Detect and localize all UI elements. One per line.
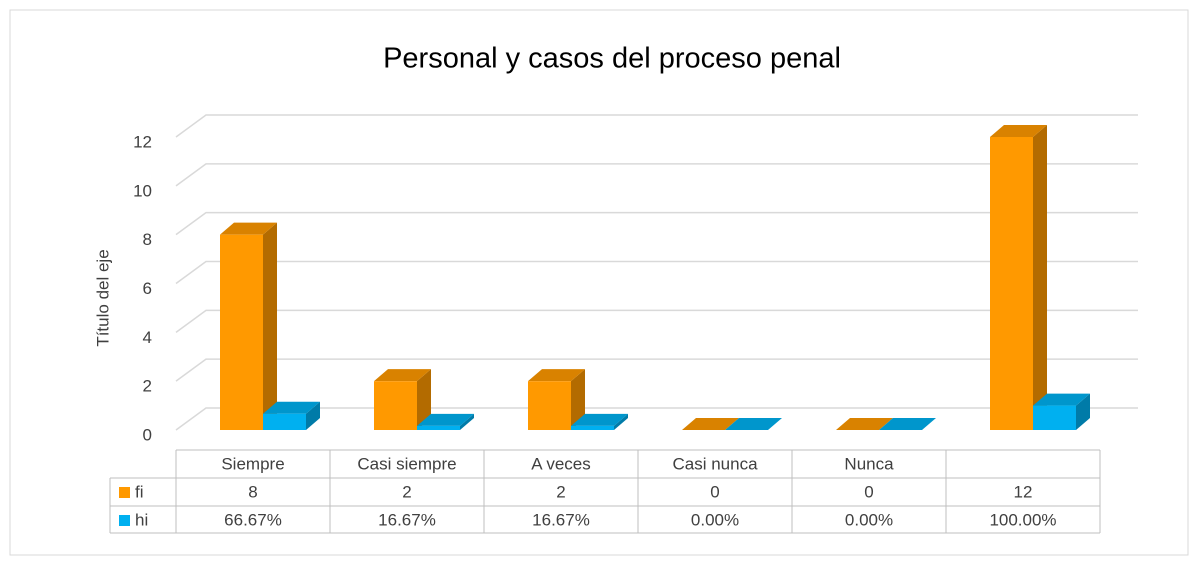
bar-side: [460, 413, 474, 430]
grid-line: [175, 211, 1138, 236]
bar-side: [1076, 393, 1090, 430]
bar: [990, 137, 1033, 430]
table-value: 100.00%: [989, 510, 1056, 529]
table-value: 0.00%: [691, 510, 739, 529]
y-tick-label: 4: [143, 328, 152, 347]
y-tick-label: 2: [143, 377, 152, 396]
bar-top: [374, 369, 431, 382]
bar-top: [879, 418, 936, 430]
bar: [1033, 405, 1076, 430]
bar: [571, 425, 614, 430]
y-tick-label: 10: [133, 181, 152, 200]
x-tick-label: Casi siempre: [357, 454, 456, 473]
legend-label: hi: [135, 510, 148, 529]
table-value: 12: [1014, 482, 1033, 501]
bar-side: [571, 369, 585, 430]
bar: [374, 381, 417, 430]
bar-top: [682, 418, 739, 430]
x-tick-label: Nunca: [844, 454, 894, 473]
bar-side: [1033, 125, 1047, 430]
y-tick-label: 8: [143, 230, 152, 249]
grid-line: [175, 260, 1138, 285]
table-value: 0: [710, 482, 719, 501]
x-tick-label: Siempre: [221, 454, 284, 473]
legend-swatch: [119, 487, 130, 498]
y-tick-label: 6: [143, 279, 152, 298]
x-tick-label: Casi nunca: [672, 454, 758, 473]
bar-top: [836, 418, 893, 430]
table-value: 0: [864, 482, 873, 501]
bar-top: [1033, 393, 1090, 406]
bar-top: [990, 125, 1047, 137]
table-value: 16.67%: [378, 510, 436, 529]
bar: [220, 234, 263, 430]
grid-line: [175, 407, 1138, 431]
grid-line: [175, 309, 1138, 333]
chart-title: Personal y casos del proceso penal: [383, 43, 841, 75]
table-value: 16.67%: [532, 510, 590, 529]
x-tick-label: A veces: [531, 454, 591, 473]
y-axis-title: Título del eje: [93, 249, 112, 346]
grid-line: [175, 163, 1138, 187]
bar: [263, 413, 306, 430]
table-value: 0.00%: [845, 510, 893, 529]
bar-side: [614, 413, 628, 430]
bar-top: [263, 401, 320, 414]
bar-top: [725, 418, 782, 430]
legend-swatch: [119, 515, 130, 526]
y-tick-label: 12: [133, 132, 152, 151]
bar-top: [220, 222, 277, 235]
bar-top: [417, 413, 474, 426]
table-value: 2: [402, 482, 411, 501]
legend-label: fi: [135, 482, 144, 501]
bar: [417, 425, 460, 430]
bar-side: [306, 401, 320, 430]
bar-top: [571, 413, 628, 426]
bar-top: [528, 369, 585, 382]
bar-side: [417, 369, 431, 430]
table-value: 2: [556, 482, 565, 501]
grid-line: [175, 358, 1138, 382]
grid-line: [175, 114, 1138, 138]
bar-side: [263, 222, 277, 430]
table-value: 8: [248, 482, 257, 501]
bar: [528, 381, 571, 430]
table-value: 66.67%: [224, 510, 282, 529]
y-tick-label: 0: [143, 425, 152, 444]
